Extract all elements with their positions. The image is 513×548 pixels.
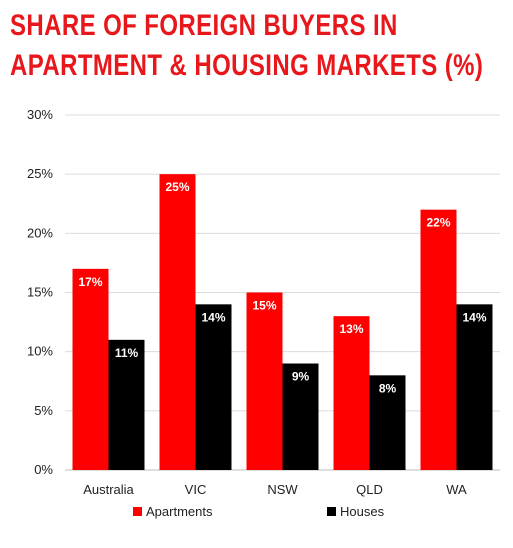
data-label: 15% (252, 299, 276, 313)
legend-label-apartments: Apartments (146, 504, 213, 519)
legend-label-houses: Houses (340, 504, 385, 519)
y-tick-label: 20% (27, 225, 53, 240)
x-tick-label: VIC (185, 482, 207, 497)
x-tick-label: NSW (267, 482, 298, 497)
chart-title-line-2: APARTMENT & HOUSING MARKETS (%) (10, 49, 484, 82)
bar-apartments (246, 292, 283, 470)
chart-title-line-1: SHARE OF FOREIGN BUYERS IN (10, 9, 398, 42)
bar-houses (195, 304, 232, 470)
data-label: 22% (426, 216, 450, 230)
data-label: 14% (462, 310, 486, 324)
bar-houses (369, 375, 406, 470)
legend-swatch-apartments (133, 507, 142, 516)
x-tick-label: Australia (83, 482, 134, 497)
x-tick-label: WA (446, 482, 467, 497)
data-label: 13% (339, 322, 363, 336)
bar-houses (108, 339, 145, 470)
y-tick-label: 5% (34, 403, 53, 418)
y-tick-label: 30% (27, 107, 53, 122)
data-label: 11% (115, 346, 139, 360)
x-tick-label: QLD (356, 482, 383, 497)
y-tick-label: 25% (27, 166, 53, 181)
bar-apartments (72, 268, 109, 470)
bar-houses (456, 304, 493, 470)
chart-title: SHARE OF FOREIGN BUYERS IN APARTMENT & H… (10, 6, 484, 86)
legend-swatch-houses (327, 507, 336, 516)
data-label: 14% (201, 310, 225, 324)
data-label: 8% (379, 381, 397, 395)
bar-apartments (333, 316, 370, 470)
data-label: 9% (292, 370, 310, 384)
y-tick-label: 0% (34, 462, 53, 477)
y-tick-label: 10% (27, 344, 53, 359)
bar-apartments (420, 209, 457, 470)
data-label: 17% (78, 275, 102, 289)
bar-apartments (159, 174, 196, 470)
bar-houses (282, 363, 319, 470)
y-tick-label: 15% (27, 285, 53, 300)
data-label: 25% (165, 180, 189, 194)
